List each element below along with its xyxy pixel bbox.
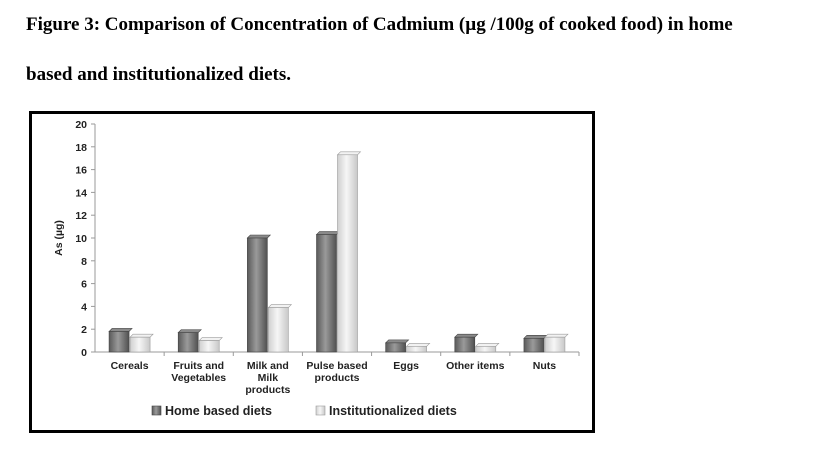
y-tick-label: 12 (75, 210, 87, 222)
bar-top-home (315, 231, 341, 235)
chart-frame: 0 2 4 6 8 10 12 14 16 18 20 As (µg) Cereals Fruits an… (29, 111, 595, 433)
y-tick-label: 0 (81, 347, 87, 359)
y-tick-label: 10 (75, 233, 87, 245)
bar-home-based (247, 237, 268, 353)
bar-top-institutional (475, 343, 500, 347)
y-tick-label: 14 (75, 187, 87, 199)
y-tick-label: 16 (75, 165, 87, 177)
bar-top-home (246, 234, 272, 239)
y-tick-label: 6 (81, 279, 87, 291)
y-tick-label: 2 (81, 324, 87, 336)
bar-top-home (108, 328, 133, 332)
x-category-label: products (315, 372, 360, 384)
bar-home-based (108, 331, 130, 353)
y-tick-label: 20 (75, 119, 87, 131)
bar-top-institutional (267, 304, 293, 308)
bar-top-institutional (198, 337, 223, 341)
bar-institutionalized (268, 307, 289, 353)
legend-swatch (315, 405, 326, 416)
bar-top-home (523, 335, 548, 339)
x-category-label: Cereals (111, 360, 149, 372)
bar-institutionalized (129, 336, 151, 353)
x-category-label: Nuts (533, 360, 556, 372)
bar-home-based (177, 332, 199, 353)
bar-top-home (384, 339, 410, 344)
x-category-label: Milk and (247, 360, 289, 372)
bar-top-home (177, 329, 202, 333)
x-category-label: Other items (446, 360, 505, 372)
bar-institutionalized (198, 340, 220, 353)
y-axis-title: As (µg) (53, 220, 65, 256)
bar-top-institutional (544, 333, 569, 338)
figure-caption-line-1: Figure 3: Comparison of Concentration of… (26, 14, 733, 35)
figure-caption-line-2: based and institutionalized diets. (26, 64, 291, 85)
x-category-label: Eggs (393, 360, 419, 372)
y-tick-label: 8 (81, 256, 87, 268)
x-category-label: products (245, 384, 290, 396)
bar-top-institutional (336, 151, 362, 156)
bar-top-institutional (129, 333, 154, 338)
bar-institutionalized (544, 336, 566, 353)
bar-institutionalized (337, 154, 358, 353)
bar-home-based (523, 338, 545, 353)
bar-chart: 0 2 4 6 8 10 12 14 16 18 20 As (µg) Cereals Fruits an… (53, 119, 580, 418)
bar-home-based (454, 336, 476, 353)
bar-top-institutional (405, 343, 431, 347)
legend-label: Institutionalized diets (329, 404, 457, 418)
legend-swatch (151, 405, 162, 416)
y-tick-label: 4 (81, 301, 87, 313)
bar-home-based (385, 342, 406, 353)
y-tick-label: 18 (75, 142, 87, 154)
x-category-label: Pulse based (306, 360, 367, 372)
bar-institutionalized (406, 346, 427, 353)
x-category-label: Milk (258, 372, 279, 384)
bar-institutionalized (475, 346, 497, 353)
bar-home-based (316, 234, 337, 353)
x-category-label: Fruits and (173, 360, 224, 372)
bar-top-home (454, 333, 479, 338)
legend-label: Home based diets (165, 404, 272, 418)
x-category-label: Vegetables (171, 372, 226, 384)
